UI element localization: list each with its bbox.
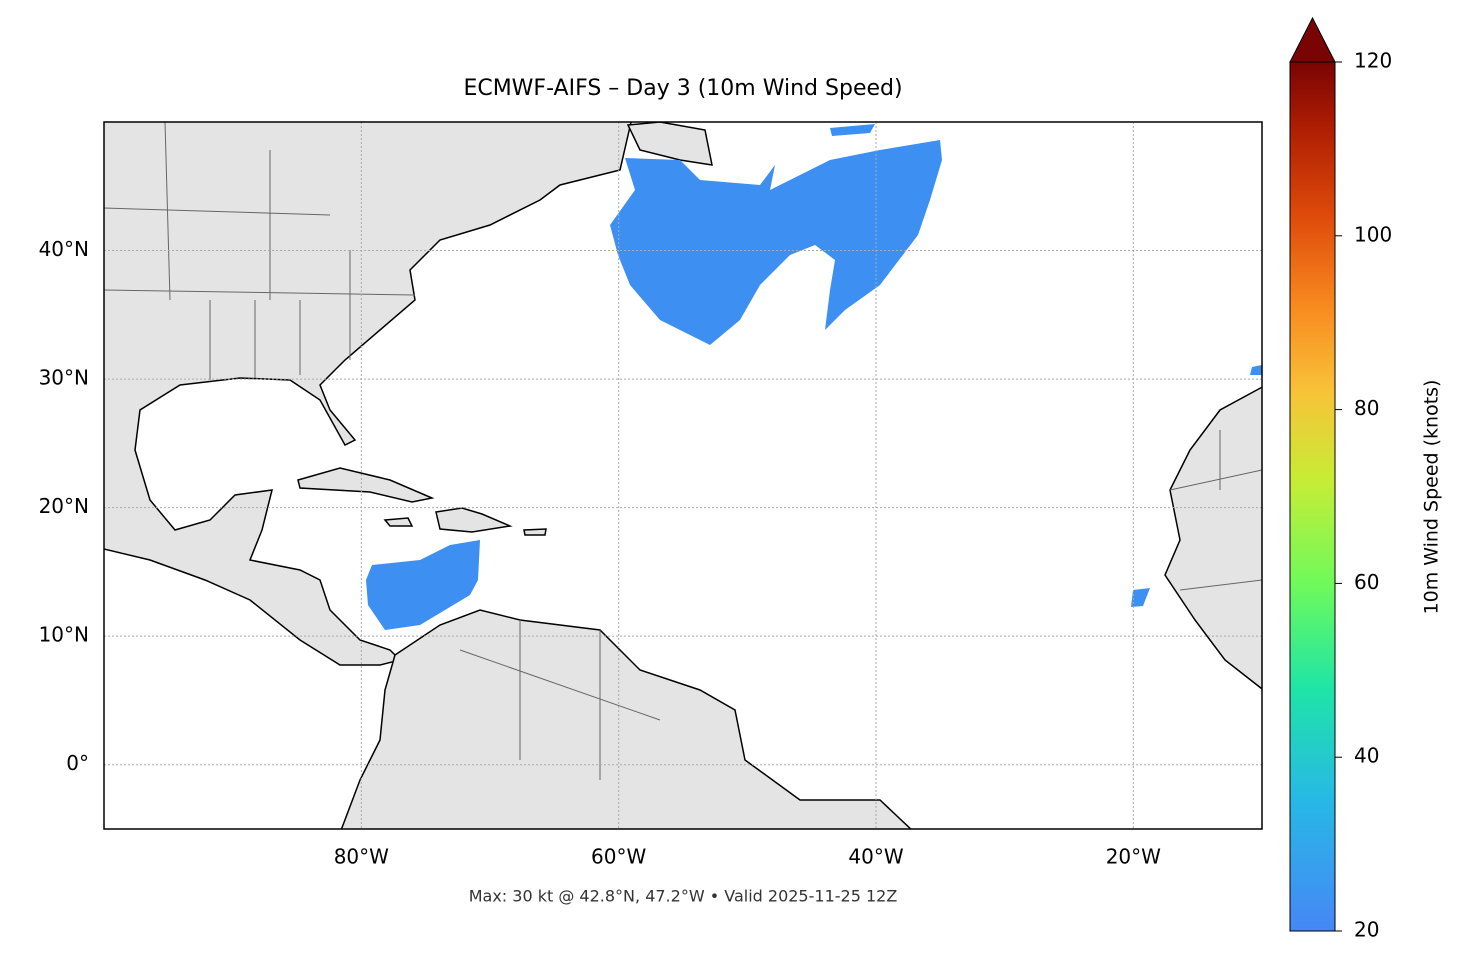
colorbar-tick-label: 120	[1354, 49, 1392, 73]
colorbar-extend	[1289, 16, 1336, 63]
colorbar-tick-label: 80	[1354, 396, 1379, 420]
y-tick-label: 0°	[66, 751, 89, 775]
y-tick-label: 10°N	[39, 623, 89, 647]
x-tick-label: 40°W	[848, 845, 903, 869]
wind-region	[1131, 588, 1150, 607]
x-tick-label: 80°W	[334, 845, 389, 869]
border-lines	[104, 122, 1262, 780]
wind-region	[366, 540, 480, 630]
y-tick-label: 40°N	[39, 237, 89, 261]
south-america	[340, 609, 912, 829]
colorbar-label: 10m Wind Speed (knots)	[1421, 380, 1443, 615]
jamaica	[383, 517, 414, 527]
colorbar-tick-label: 100	[1354, 222, 1392, 246]
y-tick-label: 20°N	[39, 494, 89, 518]
grid-layer	[104, 122, 1262, 829]
y-tick-label: 30°N	[39, 366, 89, 390]
colorbar-tick-label: 20	[1354, 918, 1379, 942]
wind-region	[830, 124, 875, 136]
colorbar	[1289, 61, 1336, 932]
colorbar-tick-label: 60	[1354, 570, 1379, 594]
map-title: ECMWF-AIFS – Day 3 (10m Wind Speed)	[463, 76, 902, 101]
wind-region	[610, 140, 942, 345]
cuba	[297, 467, 435, 503]
x-tick-label: 60°W	[591, 845, 646, 869]
land-layer	[104, 122, 1262, 829]
x-tick-label: 20°W	[1106, 845, 1161, 869]
borders	[104, 122, 1262, 780]
hispaniola	[435, 507, 513, 533]
wind-field	[366, 124, 1262, 630]
north-america	[104, 122, 632, 666]
africa	[1164, 386, 1262, 690]
colorbar-tick-label: 40	[1354, 744, 1379, 768]
newfoundland	[626, 122, 713, 166]
puerto-rico	[523, 528, 547, 536]
footer-note: Max: 30 kt @ 42.8°N, 47.2°W • Valid 2025…	[469, 887, 898, 906]
map-frame	[103, 121, 1263, 830]
wind-region	[1250, 365, 1262, 375]
